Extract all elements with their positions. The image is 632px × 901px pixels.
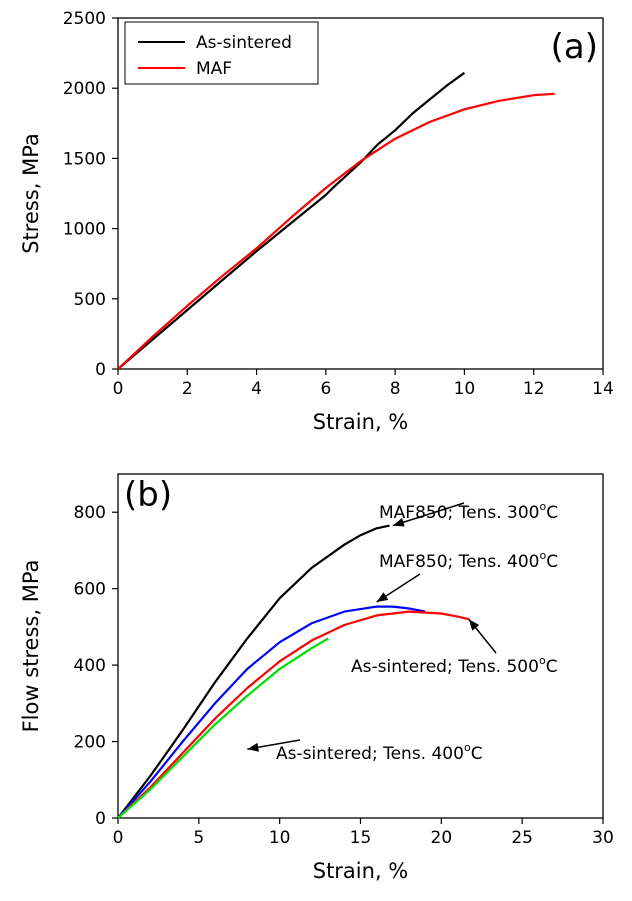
annotation-text: MAF850; Tens. 400 — [379, 552, 540, 572]
annotation-arrow-head — [468, 619, 480, 631]
chart-a-y-axis-label: Stress, MPa — [19, 133, 43, 254]
chart-b-x-ticks: 0 5 10 15 20 25 30 — [113, 818, 614, 848]
chart-a-legend-box — [124, 21, 319, 85]
series-line-maf — [117, 92, 555, 370]
series-line-maf850-tens-400-c — [117, 605, 426, 819]
y-tick-label: 200 — [74, 733, 106, 753]
x-tick-label: 2 — [182, 379, 193, 399]
x-tick-label: 0 — [113, 379, 124, 399]
y-tick-label: 600 — [74, 580, 106, 600]
x-tick-label: 30 — [592, 828, 614, 848]
series-line-as-sintered-tens-500-c — [117, 610, 470, 819]
legend-label-maf: MAF — [196, 59, 232, 79]
x-tick-label: 4 — [251, 379, 262, 399]
legend-label-as-sintered: As-sintered — [196, 33, 292, 53]
series-line-as-sintered-tens-400-c — [117, 637, 329, 819]
annotation-arrow-head — [247, 742, 259, 752]
chart-b-panel-label: (b) — [124, 475, 172, 515]
y-tick-label: 500 — [74, 290, 106, 310]
annotation-label: MAF850; Tens. 300oC — [379, 500, 558, 523]
annotation-unit: C — [546, 552, 558, 572]
annotation-unit: C — [546, 657, 558, 677]
chart-a-y-ticks: 0 500 1000 1500 2000 2500 — [63, 9, 118, 380]
annotation-text: As-sintered; Tens. 500 — [351, 657, 539, 677]
annotation-text: As-sintered; Tens. 400 — [276, 744, 464, 764]
y-tick-label: 2000 — [63, 79, 106, 99]
y-tick-label: 0 — [95, 360, 106, 380]
chart-b-plot-frame — [117, 473, 604, 819]
annotation-degree-sup: o — [539, 654, 546, 667]
chart-b: 0 5 10 15 20 25 30 0 200 400 600 800 MAF850; Tens.… — [19, 473, 614, 883]
x-tick-label: 10 — [269, 828, 291, 848]
x-tick-label: 0 — [113, 828, 124, 848]
chart-a-series — [117, 71, 555, 370]
chart-b-y-ticks: 0 200 400 600 800 — [74, 503, 118, 829]
y-tick-label: 1500 — [63, 149, 106, 169]
chart-a-legend: As-sintered MAF — [124, 21, 319, 85]
annotation-unit: C — [471, 744, 483, 764]
chart-a-plot-frame — [117, 17, 604, 370]
x-tick-label: 12 — [523, 379, 545, 399]
x-tick-label: 6 — [320, 379, 331, 399]
chart-a-x-ticks: 0 2 4 6 8 10 12 14 — [113, 369, 614, 399]
chart-a: 0 2 4 6 8 10 12 14 0 500 1000 1500 2000 2500 Strain,… — [19, 9, 614, 434]
x-tick-label: 25 — [511, 828, 533, 848]
annotation-arrow-head — [376, 592, 389, 603]
annotation-arrow-line — [392, 502, 465, 527]
x-tick-label: 15 — [350, 828, 372, 848]
annotation-degree-sup: o — [540, 549, 547, 562]
chart-a-x-axis-label: Strain, % — [313, 410, 409, 434]
y-tick-label: 800 — [74, 503, 106, 523]
series-line-as-sintered — [117, 71, 466, 370]
annotation-degree-sup: o — [540, 500, 547, 513]
x-tick-label: 10 — [454, 379, 476, 399]
x-tick-label: 5 — [193, 828, 204, 848]
y-tick-label: 0 — [95, 809, 106, 829]
chart-b-series — [117, 524, 470, 819]
x-tick-label: 14 — [592, 379, 614, 399]
chart-b-y-axis-label: Flow stress, MPa — [19, 560, 43, 733]
chart-b-x-axis-label: Strain, % — [313, 859, 409, 883]
annotation-degree-sup: o — [464, 741, 471, 754]
annotation-label: MAF850; Tens. 400oC — [379, 549, 558, 572]
annotation-arrow-head — [392, 517, 405, 527]
x-tick-label: 8 — [390, 379, 401, 399]
y-tick-label: 400 — [74, 656, 106, 676]
chart-a-panel-label: (a) — [551, 27, 598, 67]
annotation-label: As-sintered; Tens. 400oC — [276, 741, 483, 764]
x-tick-label: 20 — [431, 828, 453, 848]
annotation-unit: C — [546, 503, 558, 523]
annotation-label: As-sintered; Tens. 500oC — [351, 654, 558, 677]
annotation-text: MAF850; Tens. 300 — [379, 503, 540, 523]
series-line-maf850-tens-300-c — [117, 524, 390, 819]
y-tick-label: 2500 — [63, 9, 106, 29]
y-tick-label: 1000 — [63, 220, 106, 240]
